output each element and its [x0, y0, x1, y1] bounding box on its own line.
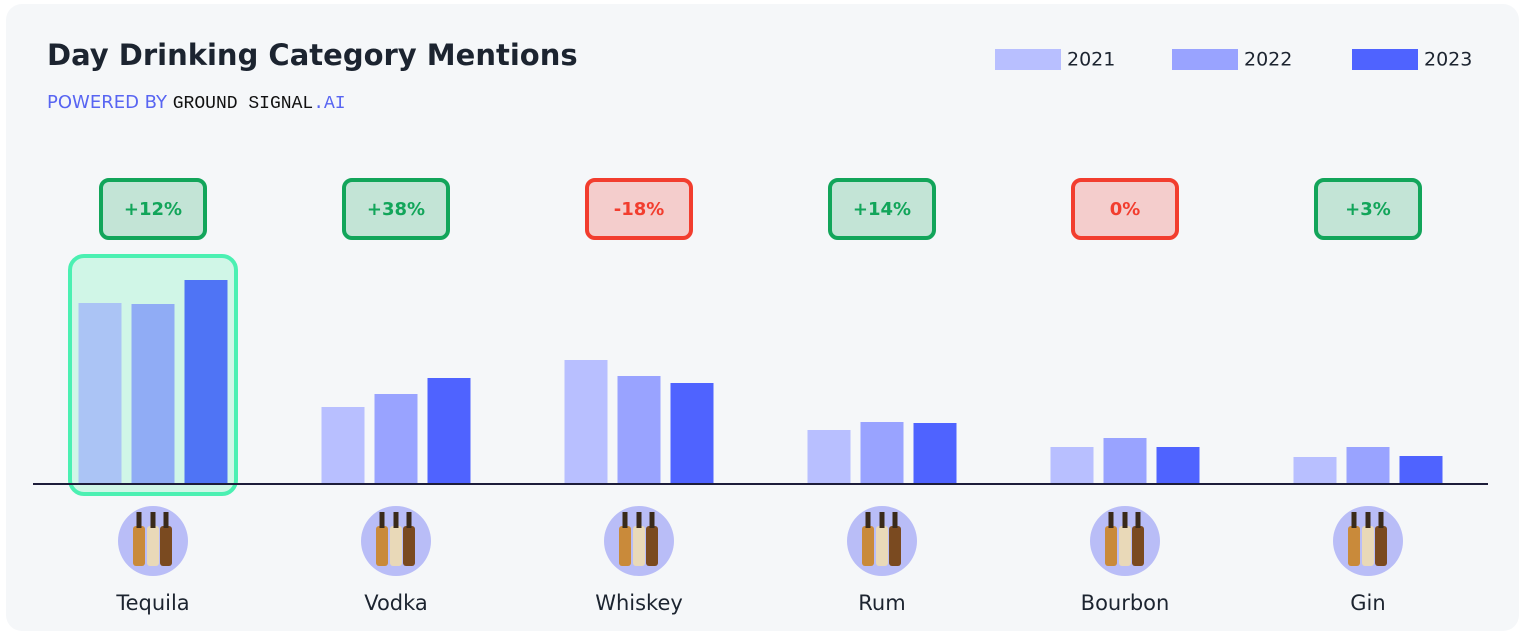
legend-swatch: [995, 49, 1061, 70]
change-label: +38%: [367, 199, 425, 220]
chart-subtitle: POWERED BY GROUND SIGNAL.AI: [47, 92, 346, 114]
icon-bottle: [147, 526, 159, 566]
change-badge: [585, 178, 693, 240]
bar: [670, 383, 714, 484]
icon-bottle-neck: [1122, 512, 1128, 528]
category-icon: [361, 506, 431, 576]
bar: [427, 378, 471, 484]
icon-bottle-neck: [163, 512, 169, 528]
change-label: -18%: [614, 199, 665, 220]
icon-bottle-neck: [1108, 512, 1114, 528]
bar: [617, 376, 661, 484]
bar: [1156, 447, 1200, 484]
icon-bottle-neck: [649, 512, 655, 528]
icon-bottle-neck: [879, 512, 885, 528]
chart-title: Day Drinking Category Mentions: [47, 38, 578, 72]
icon-bottle-neck: [406, 512, 412, 528]
bar: [913, 423, 957, 484]
category-icon: [1333, 506, 1403, 576]
icon-bottle-neck: [636, 512, 642, 528]
legend-label: 2021: [1067, 49, 1115, 71]
icon-bottle-neck: [1135, 512, 1141, 528]
icon-bottle: [1348, 526, 1360, 566]
highlight-box: [68, 254, 238, 496]
change-badge: [1314, 178, 1422, 240]
subtitle-suffix: .AI: [313, 94, 345, 114]
bar: [860, 422, 904, 484]
icon-bottle: [1119, 526, 1131, 566]
icon-bottle-neck: [1365, 512, 1371, 528]
x-tick-label: Bourbon: [1081, 591, 1170, 615]
bar: [1293, 457, 1337, 484]
icon-bottle: [619, 526, 631, 566]
change-badge: [342, 178, 450, 240]
icon-bottle: [390, 526, 402, 566]
subtitle-prefix: POWERED BY: [47, 92, 168, 113]
icon-bottle: [1375, 526, 1387, 566]
change-badge: [1071, 178, 1179, 240]
change-badge: [99, 178, 207, 240]
icon-bottle-neck: [379, 512, 385, 528]
change-label: +14%: [853, 199, 911, 220]
category-icon: [604, 506, 674, 576]
icon-bottle-neck: [622, 512, 628, 528]
change-label: +3%: [1345, 199, 1391, 220]
bar: [1103, 438, 1147, 484]
icon-bottle-neck: [150, 512, 156, 528]
legend-swatch: [1172, 49, 1238, 70]
icon-bottle: [646, 526, 658, 566]
legend-label: 2023: [1424, 49, 1472, 71]
icon-bottle: [133, 526, 145, 566]
change-label: +12%: [124, 199, 182, 220]
x-tick-label: Gin: [1350, 591, 1385, 615]
bar: [78, 303, 122, 484]
legend-swatch: [1352, 49, 1418, 70]
icon-bottle: [862, 526, 874, 566]
bar: [374, 394, 418, 484]
bar: [807, 430, 851, 484]
category-icon: [1090, 506, 1160, 576]
icon-bottle: [876, 526, 888, 566]
icon-bottle: [889, 526, 901, 566]
icon-bottle-neck: [393, 512, 399, 528]
change-label: 0%: [1110, 199, 1141, 220]
x-tick-label: Whiskey: [595, 591, 683, 615]
bar: [564, 360, 608, 484]
legend-label: 2022: [1244, 49, 1292, 71]
bar: [1346, 447, 1390, 484]
x-tick-label: Rum: [858, 591, 905, 615]
x-tick-label: Tequila: [115, 591, 189, 615]
change-badge: [828, 178, 936, 240]
subtitle-brand: GROUND SIGNAL: [173, 94, 313, 114]
bar: [1050, 447, 1094, 484]
bar: [1399, 456, 1443, 484]
category-icon: [847, 506, 917, 576]
bar: [131, 304, 175, 484]
icon-bottle: [1362, 526, 1374, 566]
icon-bottle: [1132, 526, 1144, 566]
category-icon: [118, 506, 188, 576]
icon-bottle-neck: [865, 512, 871, 528]
icon-bottle-neck: [1378, 512, 1384, 528]
icon-bottle-neck: [136, 512, 142, 528]
icon-bottle-neck: [892, 512, 898, 528]
icon-bottle: [160, 526, 172, 566]
icon-bottle: [633, 526, 645, 566]
icon-bottle: [403, 526, 415, 566]
icon-bottle: [376, 526, 388, 566]
bar: [184, 280, 228, 484]
icon-bottle: [1105, 526, 1117, 566]
icon-bottle-neck: [1351, 512, 1357, 528]
bar: [321, 407, 365, 484]
x-tick-label: Vodka: [364, 591, 428, 615]
